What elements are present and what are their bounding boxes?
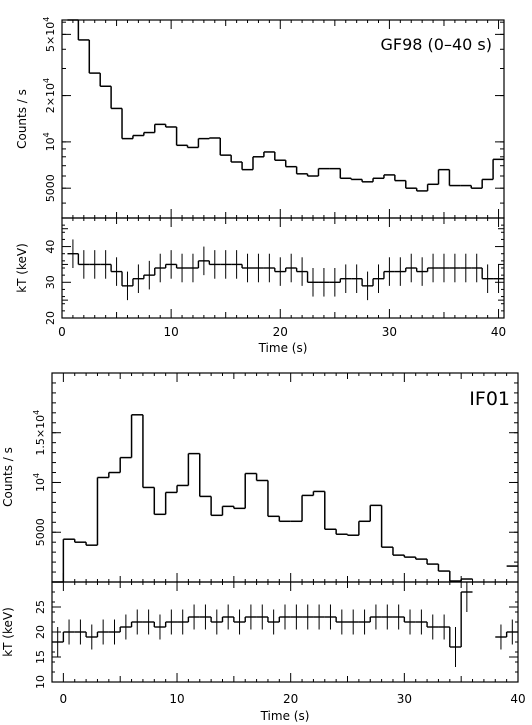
if01-counts-y-ticks: 5000 104 1.5×104 [32, 382, 518, 573]
y-tick-label: 30 [44, 275, 57, 289]
y-tick-label: 20 [34, 625, 47, 639]
y-tick-label: 5×104 [42, 17, 57, 52]
x-tick-label: 10 [169, 692, 184, 706]
chart-gf98: 5000 104 2×104 5×104 20 30 40 0 10 20 30 40 GF98 … [15, 17, 506, 355]
x-tick-label: 40 [510, 692, 525, 706]
x-tick-label: 30 [382, 325, 397, 339]
gf98-counts-ylabel: Counts / s [15, 89, 29, 149]
if01-kt-series [52, 582, 518, 667]
if01-x-ticks: 0 10 20 30 40 [51, 373, 526, 706]
gf98-kt-series [67, 239, 504, 301]
gf98-counts-y-ticks: 5000 104 2×104 5×104 [42, 17, 504, 204]
x-tick-label: 40 [491, 325, 506, 339]
chart-if01: 5000 104 1.5×104 10 15 20 25 0 10 20 30 40 IF01 C… [1, 372, 526, 723]
y-tick-label: 5000 [44, 174, 57, 202]
if01-counts-series [52, 414, 518, 583]
x-tick-label: 20 [283, 692, 298, 706]
y-tick-label: 104 [32, 473, 47, 492]
x-tick-label: 10 [163, 325, 178, 339]
if01-counts-ylabel: Counts / s [1, 447, 15, 507]
y-tick-label: 20 [44, 311, 57, 325]
x-tick-label: 20 [273, 325, 288, 339]
gf98-x-ticks: 0 10 20 30 40 [58, 20, 506, 339]
y-tick-label: 2×104 [42, 78, 57, 113]
y-tick-label: 15 [34, 650, 47, 664]
gf98-kt-ylabel: kT (keV) [15, 243, 29, 293]
gf98-panel-label: GF98 (0–40 s) [381, 35, 493, 54]
y-tick-label: 25 [34, 600, 47, 614]
y-tick-label: 104 [42, 132, 57, 151]
if01-kt-ylabel: kT (keV) [1, 607, 15, 657]
if01-kt-y-ticks: 10 15 20 25 [34, 581, 518, 689]
y-tick-label: 1.5×104 [32, 410, 47, 456]
y-tick-label: 10 [34, 675, 47, 689]
gf98-xlabel: Time (s) [258, 341, 308, 355]
x-tick-label: 30 [397, 692, 412, 706]
if01-counts-frame [51, 372, 519, 583]
if01-xlabel: Time (s) [260, 709, 310, 723]
x-tick-label: 0 [58, 325, 66, 339]
gf98-counts-series [67, 19, 504, 192]
if01-panel-label: IF01 [469, 388, 510, 410]
if01-kt-frame [51, 581, 519, 683]
x-tick-label: 0 [60, 692, 68, 706]
y-tick-label: 40 [44, 240, 57, 254]
y-tick-label: 5000 [34, 518, 47, 546]
